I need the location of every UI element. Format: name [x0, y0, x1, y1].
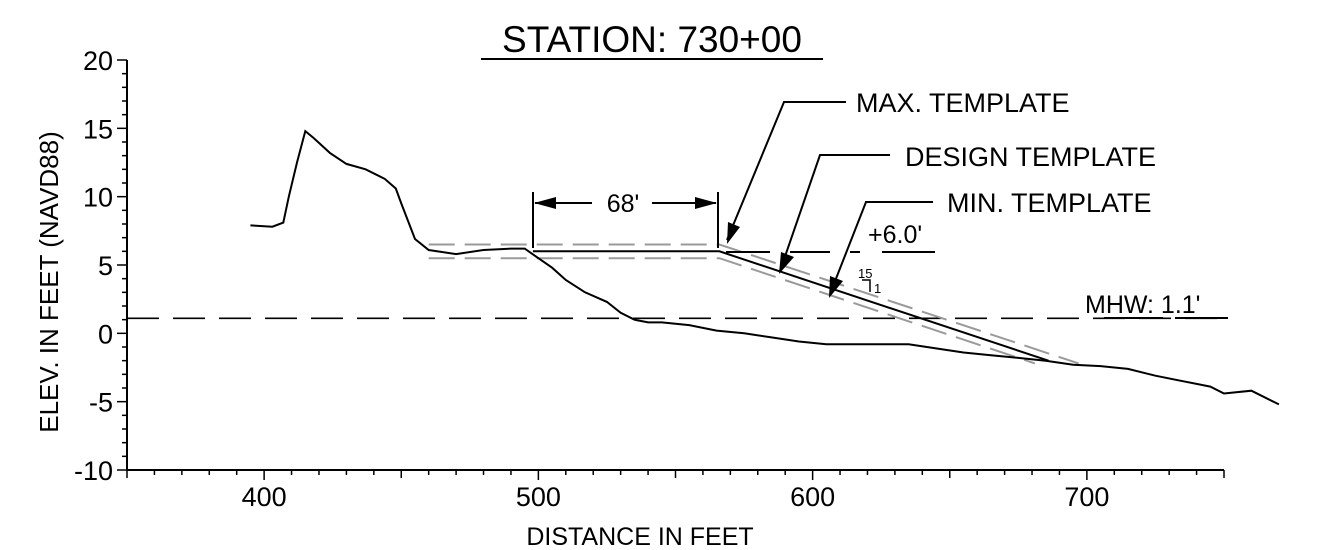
min-template-line [428, 257, 1036, 365]
slope-run-label: 1 [874, 281, 881, 296]
station-title: STATION: 730+00 [502, 19, 802, 60]
design-template-line [532, 250, 1049, 362]
x-tick-label: 400 [242, 482, 287, 512]
dimension-arrowhead-right [695, 197, 717, 209]
slope-symbol: 15 1 [858, 266, 881, 296]
design-template-leader [779, 154, 890, 274]
y-tick-label: 10 [83, 183, 113, 213]
crest-elevation-label: +6.0' [868, 221, 922, 249]
y-axis-ticks: -10 -5 0 5 10 15 20 [74, 46, 127, 486]
max-template-line [428, 243, 1079, 365]
min-template-leader [829, 201, 933, 298]
dimension-arrowhead-left [534, 197, 556, 209]
axes [126, 60, 1224, 471]
slope-rise-label: 15 [858, 266, 872, 281]
design-template-label: DESIGN TEMPLATE [905, 142, 1156, 172]
x-tick-label: 700 [1064, 482, 1109, 512]
min-template-label: MIN. TEMPLATE [947, 188, 1152, 218]
x-axis-ticks: 400 500 600 700 [126, 470, 1225, 512]
max-template-leader [726, 101, 846, 244]
x-tick-label: 600 [790, 482, 835, 512]
y-axis-label: ELEV. IN FEET (NAVD88) [34, 131, 64, 433]
mhw-callout: MHW: 1.1' [1085, 291, 1228, 319]
crest-width-dimension: 68' [532, 190, 719, 248]
y-tick-label: 15 [83, 114, 113, 144]
y-tick-label: 20 [83, 46, 113, 76]
x-axis-label: DISTANCE IN FEET [526, 523, 753, 550]
crest-width-label: 68' [607, 190, 640, 218]
max-template-label: MAX. TEMPLATE [856, 88, 1070, 118]
crest-elevation-callout: +6.0' [726, 221, 935, 253]
y-tick-label: 5 [98, 251, 113, 281]
y-tick-label: -10 [74, 456, 113, 486]
y-tick-label: -5 [89, 388, 113, 418]
x-tick-label: 500 [516, 482, 561, 512]
y-tick-label: 0 [98, 319, 113, 349]
existing-profile-line [250, 129, 1280, 406]
profile-lines [127, 129, 1280, 406]
mhw-label: MHW: 1.1' [1085, 291, 1200, 319]
